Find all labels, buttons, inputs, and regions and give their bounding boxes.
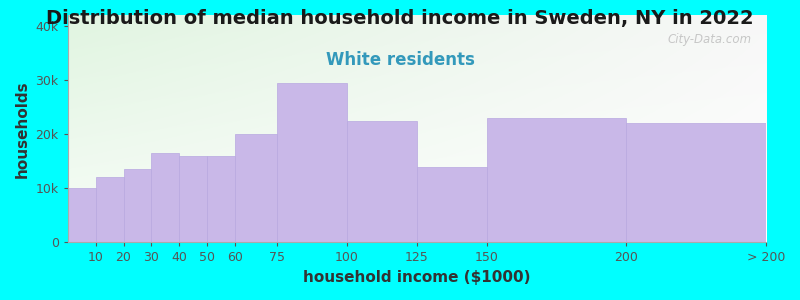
Bar bbox=[123, 169, 151, 242]
X-axis label: household income ($1000): household income ($1000) bbox=[303, 270, 530, 285]
Bar bbox=[151, 153, 179, 242]
Y-axis label: households: households bbox=[15, 80, 30, 178]
Bar bbox=[235, 134, 277, 242]
Bar bbox=[179, 156, 207, 242]
Text: White residents: White residents bbox=[326, 51, 474, 69]
Bar bbox=[207, 156, 235, 242]
Bar bbox=[417, 167, 486, 242]
Text: Distribution of median household income in Sweden, NY in 2022: Distribution of median household income … bbox=[46, 9, 754, 28]
Bar bbox=[68, 188, 96, 242]
Bar bbox=[626, 123, 766, 242]
Bar bbox=[486, 118, 626, 242]
Bar bbox=[347, 121, 417, 242]
Bar bbox=[277, 83, 347, 242]
Bar bbox=[96, 177, 123, 242]
Text: City-Data.com: City-Data.com bbox=[668, 33, 752, 46]
